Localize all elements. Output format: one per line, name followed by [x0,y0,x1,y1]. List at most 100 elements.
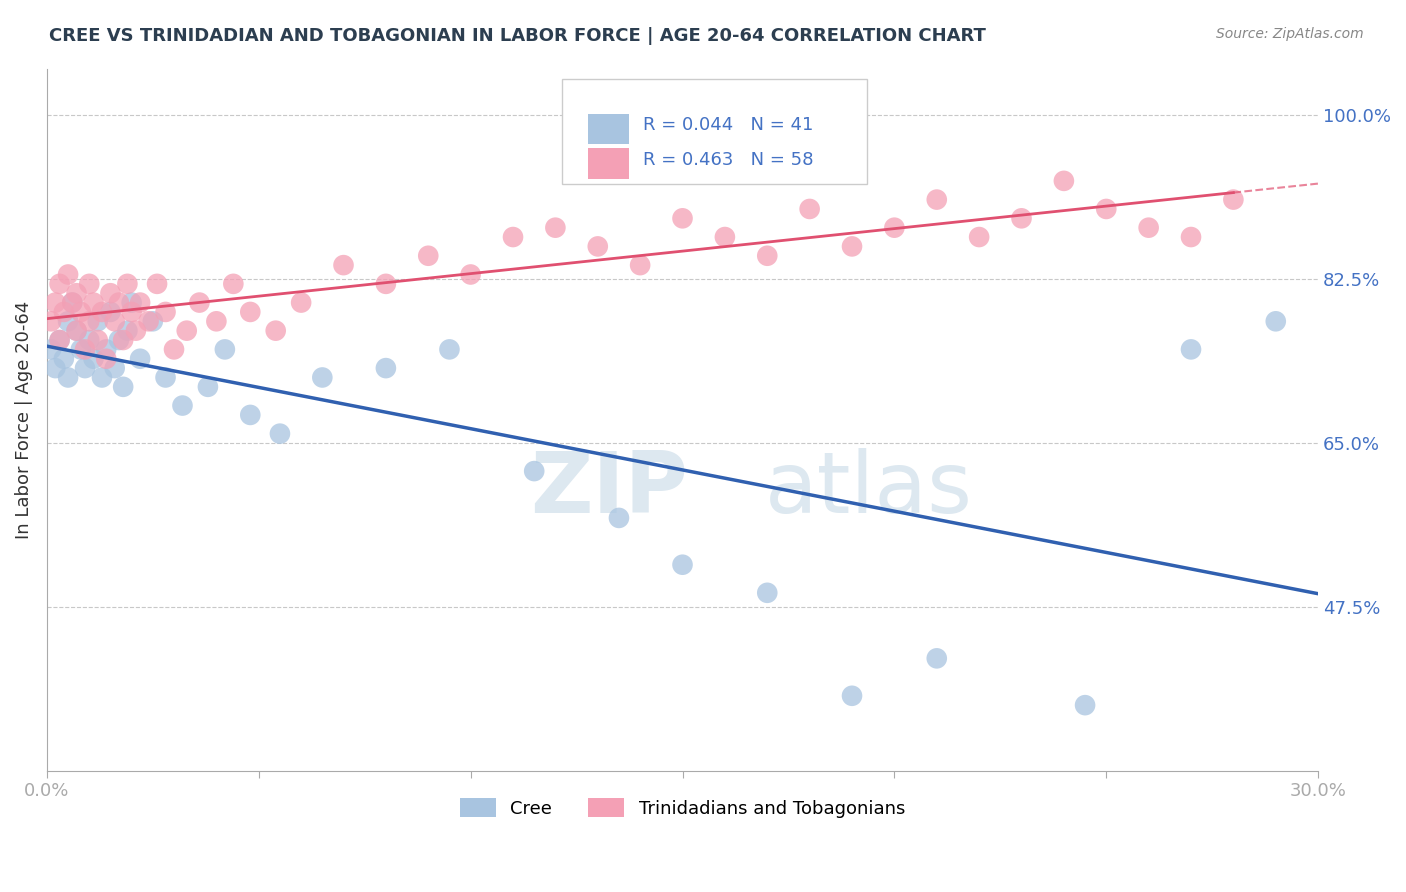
Y-axis label: In Labor Force | Age 20-64: In Labor Force | Age 20-64 [15,301,32,539]
Point [138,314,160,328]
Point [125,324,148,338]
Point [60,295,83,310]
Legend: Cree, Trinidadians and Tobagonians: Cree, Trinidadians and Tobagonians [453,791,912,825]
Point [39,314,62,328]
Point [96,343,118,357]
Point [142,314,165,328]
Point [44,361,66,376]
Point [460,268,482,282]
Point [108,333,131,347]
Point [121,295,143,310]
Point [69,305,91,319]
Point [967,230,990,244]
Point [1053,174,1076,188]
Point [197,380,219,394]
Point [756,586,779,600]
Point [91,370,114,384]
Point [841,239,863,253]
Point [129,295,152,310]
Point [418,249,440,263]
Point [239,305,262,319]
Point [1180,230,1202,244]
Point [502,230,524,244]
Point [52,351,75,366]
Point [714,230,737,244]
Text: CREE VS TRINIDADIAN AND TOBAGONIAN IN LABOR FORCE | AGE 20-64 CORRELATION CHART: CREE VS TRINIDADIAN AND TOBAGONIAN IN LA… [49,27,986,45]
Point [799,202,821,216]
Point [146,277,169,291]
Point [77,314,100,328]
Point [108,295,131,310]
FancyBboxPatch shape [562,79,868,185]
Point [188,295,211,310]
Point [60,295,83,310]
Point [439,343,461,357]
Point [523,464,546,478]
Point [155,305,177,319]
Point [48,333,70,347]
Point [1074,698,1097,713]
Point [1264,314,1286,328]
Point [1011,211,1033,226]
Point [56,268,79,282]
Point [39,343,62,357]
Point [332,258,354,272]
Point [925,651,948,665]
Point [883,220,905,235]
Point [129,351,152,366]
Point [172,399,194,413]
Point [117,277,139,291]
Point [65,286,87,301]
Point [925,193,948,207]
Point [100,286,122,301]
Point [117,324,139,338]
Point [104,361,127,376]
Point [48,333,70,347]
Text: Source: ZipAtlas.com: Source: ZipAtlas.com [1216,27,1364,41]
FancyBboxPatch shape [589,113,628,145]
Point [52,305,75,319]
Point [1095,202,1118,216]
Point [112,333,135,347]
Point [121,305,143,319]
Point [65,324,87,338]
Point [56,370,79,384]
Point [155,370,177,384]
Point [586,239,609,253]
Point [83,295,105,310]
Point [87,333,110,347]
Point [48,277,70,291]
Point [374,361,396,376]
Point [374,277,396,291]
Point [73,343,96,357]
Point [100,305,122,319]
Point [239,408,262,422]
Text: R = 0.463   N = 58: R = 0.463 N = 58 [643,151,814,169]
Point [671,558,693,572]
Text: atlas: atlas [765,449,973,532]
Point [176,324,198,338]
Point [607,511,630,525]
Point [671,211,693,226]
Point [311,370,333,384]
Point [77,277,100,291]
Point [87,314,110,328]
Point [222,277,245,291]
Point [77,333,100,347]
Point [205,314,228,328]
Point [96,351,118,366]
Point [841,689,863,703]
FancyBboxPatch shape [589,148,628,179]
Point [56,314,79,328]
Point [264,324,287,338]
Point [104,314,127,328]
Point [1137,220,1160,235]
Point [628,258,651,272]
Point [290,295,312,310]
Point [1180,343,1202,357]
Text: ZIP: ZIP [530,449,688,532]
Point [269,426,291,441]
Point [112,380,135,394]
Point [756,249,779,263]
Point [65,324,87,338]
